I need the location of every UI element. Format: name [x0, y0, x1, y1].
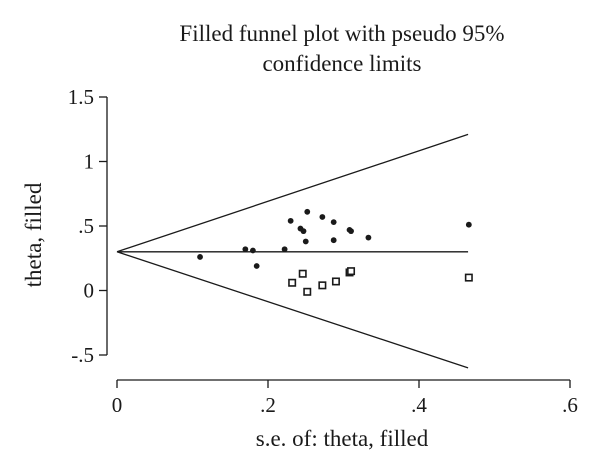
x-axis: 0 .2 .4 .6: [112, 379, 578, 417]
y-tick-label: 0: [84, 279, 95, 303]
filled-study-point: [303, 287, 312, 296]
x-tick-label: .4: [411, 393, 427, 417]
observed-study-point: [287, 217, 294, 224]
y-tick-label: 1: [84, 150, 95, 174]
chart-title-line-2: confidence limits: [262, 51, 421, 76]
lower-confidence-limit-line: [116, 251, 469, 369]
filled-study-point: [347, 267, 356, 276]
observed-study-point: [304, 208, 311, 215]
filled-study-point: [464, 273, 473, 282]
observed-study-point: [253, 263, 260, 269]
funnel-lines: [116, 133, 469, 369]
observed-study-point: [197, 254, 203, 260]
y-tick-label: .5: [78, 214, 94, 238]
observed-study-point: [348, 228, 354, 235]
filled-study-point: [318, 281, 327, 290]
observed-study-point: [281, 246, 288, 253]
observed-study-point: [365, 234, 372, 241]
chart-title-line-1: Filled funnel plot with pseudo 95%: [179, 21, 504, 46]
observed-study-point: [242, 246, 249, 253]
filled-study-point: [298, 269, 307, 278]
y-tick-label: -.5: [71, 343, 94, 367]
x-tick-label: .6: [562, 393, 578, 417]
observed-study-point: [302, 238, 309, 245]
observed-study-point: [300, 228, 307, 235]
filled-study-point: [288, 278, 297, 287]
observed-study-point: [330, 219, 337, 226]
y-axis: 1.51.50-.5: [68, 85, 108, 367]
observed-study-point: [465, 221, 472, 228]
x-axis-label: s.e. of: theta, filled: [256, 426, 429, 451]
y-tick-label: 1.5: [68, 85, 94, 109]
data-points: [197, 208, 473, 296]
y-axis-label: theta, filled: [21, 182, 46, 287]
observed-study-point: [250, 247, 256, 254]
filled-study-point: [331, 277, 340, 286]
x-tick-label: 0: [112, 393, 123, 417]
observed-study-point: [330, 237, 337, 244]
upper-confidence-limit-line: [116, 133, 469, 253]
x-tick-label: .2: [260, 393, 276, 417]
observed-study-point: [319, 214, 326, 220]
